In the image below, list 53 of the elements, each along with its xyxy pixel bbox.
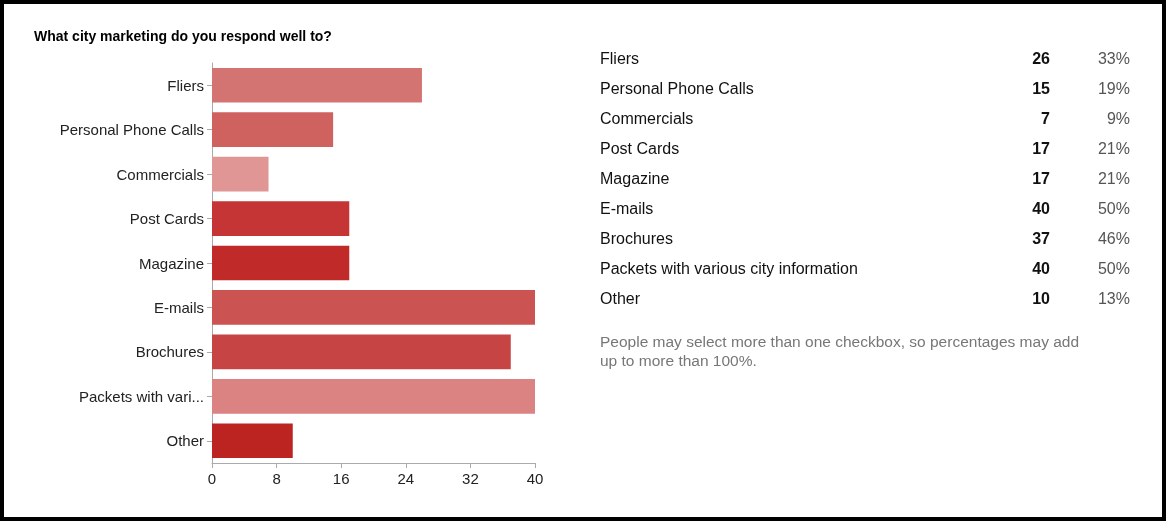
text: People may select more than one checkbox, so percentages may add up to more than 100%. [600,332,1081,370]
data-label: 37 [1031,230,1050,248]
y-tick-label: Fliers [167,76,204,94]
text: 19% [1096,80,1130,98]
text: 21% [1096,140,1130,158]
data-label: 7 [1040,110,1050,128]
category-label: Personal Phone Calls [600,80,755,98]
category-label: Commercials [600,110,695,128]
y-tick-label: Magazine [138,254,204,272]
category-label: Brochures [600,230,674,248]
text: 46% [1096,230,1130,248]
data-label: 17 [1031,140,1050,158]
bar [212,201,350,236]
category-label: Packets with various city information [600,260,859,278]
x-tick-label: 40 [526,470,544,487]
category-label: Other [600,290,641,308]
x-tick-label: 24 [397,470,415,487]
y-tick-label: Personal Phone Calls [59,121,204,139]
bar [212,112,334,147]
y-tick-label: Other [166,432,204,450]
bar [212,334,511,370]
y-tick-label: Brochures [135,343,204,361]
data-label: 15 [1031,80,1050,98]
category-label: Magazine [600,170,671,188]
x-tick-label: 32 [462,470,479,487]
category-label: Post Cards [600,140,681,158]
y-tick-label: Commercials [116,165,204,183]
bar [212,67,422,103]
text: 50% [1096,260,1130,278]
bar [212,245,350,281]
data-label: 26 [1031,50,1050,68]
x-tick-label: 8 [272,470,281,487]
y-tick-label: Post Cards [129,210,204,228]
text: 13% [1096,290,1130,308]
category-label: Fliers [600,50,641,68]
text: 21% [1096,170,1130,188]
x-tick-label: 0 [207,470,217,487]
y-tick-label: Packets with vari... [78,387,204,405]
data-label: 40 [1031,200,1050,218]
text: 9% [1105,110,1130,128]
bar [212,156,269,192]
chart-title: What city marketing do you respond well to? [34,28,332,44]
data-label: 17 [1031,170,1050,188]
bar [212,423,293,459]
text: 33% [1096,50,1130,68]
data-label: 40 [1031,260,1050,278]
data-label: 10 [1031,290,1050,308]
x-tick-label: 16 [332,470,350,487]
bar [212,290,535,325]
text: 50% [1096,200,1130,218]
bar [212,379,535,414]
category-label: E-mails [600,200,655,218]
y-tick-label: E-mails [153,298,204,316]
